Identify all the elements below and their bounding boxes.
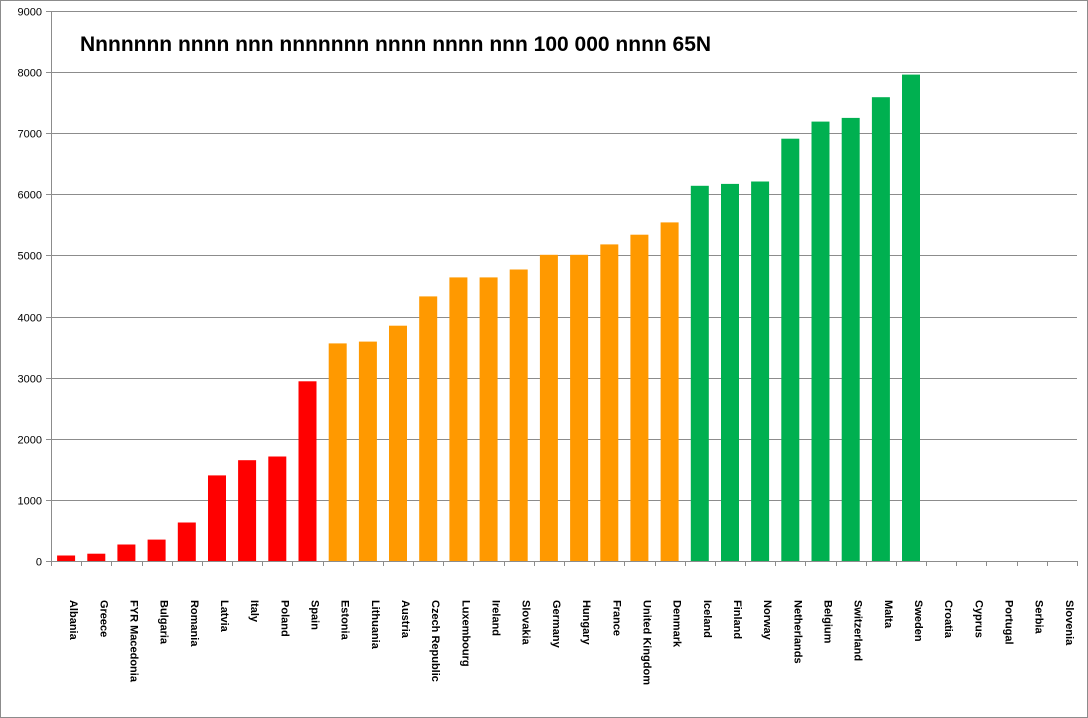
axes [51,11,1078,566]
x-category-label: Belgium [822,600,834,644]
bar-luxembourg [449,277,468,561]
bar-germany [539,254,558,562]
x-category-label: United Kingdom [640,600,652,685]
y-tick-label: 8000 [18,68,42,80]
x-category-label: Malta [882,600,894,629]
y-tick-label: 9000 [18,7,42,19]
bar-hungary [570,254,589,562]
bar-greece [87,553,106,561]
x-category-label: Lithuania [369,600,381,650]
y-axis-ticks: 0 1000 2000 3000 4000 5000 6000 7000 8000 9000 [18,7,51,569]
x-category-label: Romania [188,600,200,647]
bar-bulgaria [147,539,166,561]
x-category-label: Norway [761,600,773,641]
x-category-label: France [610,600,622,636]
bar-norway [751,181,770,561]
x-category-label: Serbia [1033,600,1045,635]
y-tick-label: 1000 [18,496,42,508]
bar-malta [871,97,890,561]
y-tick-label: 4000 [18,313,42,325]
bar-poland [268,456,287,561]
y-tick-label: 5000 [18,251,42,263]
x-category-label: Estonia [339,600,351,641]
bar-netherlands [781,138,800,561]
bar-iceland [690,185,709,562]
y-tick-label: 2000 [18,435,42,447]
x-category-label: Austria [399,600,411,639]
x-category-label: Czech Republic [429,600,441,682]
bar-austria [389,325,407,561]
x-category-label: Italy [248,600,260,623]
x-category-label: Bulgaria [158,600,170,645]
x-category-label: Croatia [942,600,954,639]
bar-latvia [208,475,226,561]
y-tick-label: 7000 [18,129,42,141]
bar-belgium [811,121,830,561]
bar-albania [57,555,76,561]
bar-denmark [660,222,679,561]
x-category-label: Netherlands [791,600,803,664]
bar-czech-republic [419,296,438,561]
gridlines [51,11,1077,501]
bars [57,74,920,562]
bar-spain [298,381,317,561]
x-category-label: Greece [97,600,109,637]
bar-ireland [479,277,498,561]
x-axis-category-labels: Albania Greece FYR Macedonia Bulgaria Romani… [67,600,1075,685]
bar-united-kingdom [630,234,649,561]
x-category-label: Cyprus [972,600,984,638]
y-tick-label: 0 [36,557,42,569]
x-category-label: Latvia [218,600,230,633]
x-category-label: Poland [278,600,290,637]
y-tick-label: 6000 [18,190,42,202]
x-category-label: Slovakia [520,600,532,646]
x-category-label: Ireland [490,600,502,636]
bar-france [600,244,619,561]
bar-romania [177,522,196,561]
x-category-label: Denmark [671,600,683,648]
x-category-label: Iceland [701,600,713,638]
chart-title: Nnnnnnn nnnn nnn nnnnnnn nnnn nnnn nnn 1… [80,33,711,56]
x-category-label: Luxembourg [459,600,471,667]
bar-italy [238,460,257,561]
y-tick-label: 3000 [18,374,42,386]
x-category-label: Hungary [580,600,592,646]
bar-lithuania [358,341,377,561]
bar-estonia [328,343,347,561]
bar-sweden [902,74,920,561]
x-category-label: Portugal [1003,600,1015,645]
x-category-label: Spain [309,600,321,630]
x-category-label: Albania [67,600,79,641]
x-category-label: Germany [550,600,562,649]
x-category-label: FYR Macedonia [127,600,139,683]
bar-fyr-macedonia [117,544,136,561]
x-category-label: Sweden [912,600,924,642]
bar-switzerland [841,117,860,562]
x-category-label: Switzerland [852,600,864,661]
x-category-label: Finland [731,600,743,639]
bar-finland [721,183,739,561]
x-category-label: Slovenia [1063,600,1075,646]
bar-slovakia [509,269,528,561]
